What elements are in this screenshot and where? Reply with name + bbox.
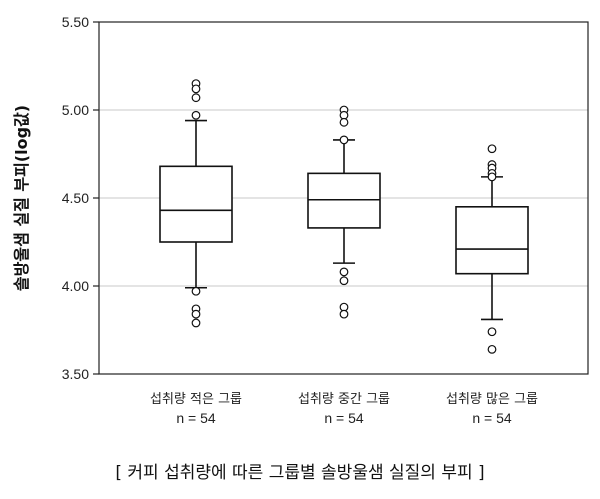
box-group	[455, 144, 529, 354]
box-series	[159, 79, 529, 354]
y-tick-label: 3.50	[62, 366, 89, 382]
y-tick-label: 5.00	[62, 102, 89, 118]
sample-size-label: n = 54	[472, 410, 512, 426]
outlier-point	[487, 344, 497, 354]
outlier-point	[339, 135, 349, 145]
iqr-box	[455, 206, 529, 275]
outlier-point	[191, 309, 201, 319]
y-tick-label: 5.50	[62, 14, 89, 30]
y-tick-label: 4.50	[62, 190, 89, 206]
iqr-box	[307, 172, 381, 229]
outlier-point	[487, 144, 497, 154]
box-group	[159, 79, 233, 328]
category-label: 섭취량 중간 그룹	[298, 392, 390, 407]
sample-size-label: n = 54	[176, 410, 216, 426]
outlier-point	[339, 309, 349, 319]
box-group	[307, 105, 381, 319]
outlier-point	[487, 172, 497, 182]
x-axis-labels: 섭취량 적은 그룹 n = 54 섭취량 중간 그룹 n = 54 섭취량 많은 그룹 n…	[150, 392, 538, 426]
outlier-point	[191, 318, 201, 328]
outlier-point	[191, 84, 201, 94]
outlier-point	[191, 93, 201, 103]
iqr-box	[159, 165, 233, 243]
sample-size-label: n = 54	[324, 410, 364, 426]
outlier-point	[339, 267, 349, 277]
outlier-point	[339, 117, 349, 127]
y-axis-ticks: 3.50 4.00 4.50 5.00 5.50	[62, 14, 99, 382]
category-label: 섭취량 적은 그룹	[150, 392, 242, 407]
y-tick-label: 4.00	[62, 278, 89, 294]
boxplot-chart: 3.504.004.505.005.50 섭취량 적은 그룹n = 54섭취량 …	[12, 14, 589, 426]
outlier-point	[487, 327, 497, 337]
outlier-point	[191, 286, 201, 296]
outlier-point	[191, 110, 201, 120]
y-axis-title: 솔방울샘 실질 부피(log값)	[12, 105, 31, 291]
category-label: 섭취량 많은 그룹	[446, 392, 538, 407]
outlier-point	[339, 276, 349, 286]
figure-caption: [ 커피 섭취량에 따른 그룹별 솔방울샘 실질의 부피 ]	[115, 463, 485, 483]
